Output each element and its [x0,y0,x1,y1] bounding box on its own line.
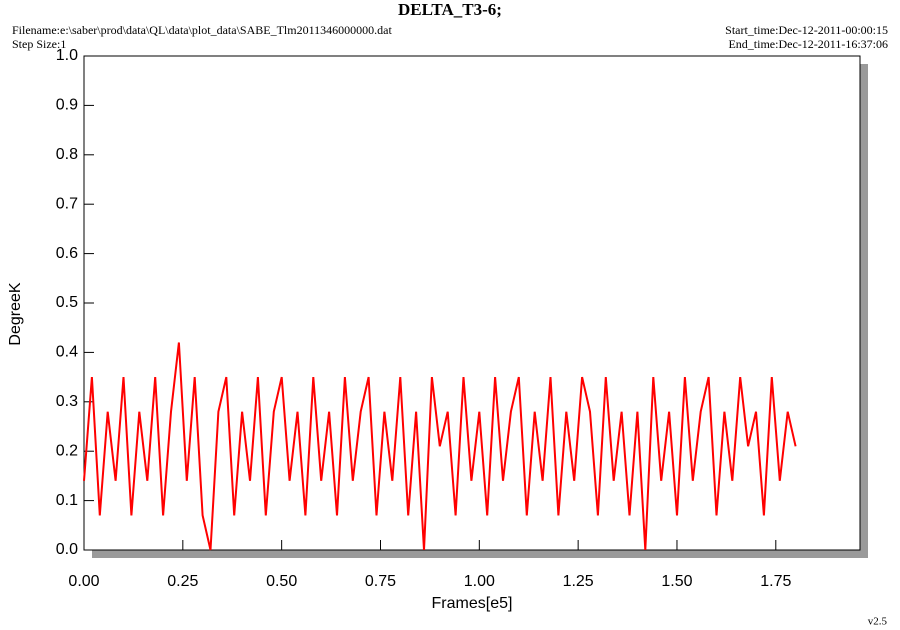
x-axis-label: Frames[e5] [432,595,513,612]
chart-title: DELTA_T3-6; [398,0,502,19]
start-time: Start_time:Dec-12-2011-00:00:15 [725,23,888,37]
y-tick-label: 0.2 [56,442,78,459]
y-tick-label: 0.6 [56,245,78,262]
y-tick-label: 1.0 [56,47,78,64]
y-tick-label: 0.1 [56,492,78,509]
y-tick-label: 0.0 [56,541,78,558]
end-time: End_time:Dec-12-2011-16:37:06 [728,37,888,51]
data-line [83,342,797,551]
x-tick-label: 0.00 [68,573,99,590]
x-tick-label: 0.75 [365,573,396,590]
y-tick-label: 0.7 [56,195,78,212]
y-tick-label: 0.8 [56,146,78,163]
y-tick-label: 0.5 [56,294,78,311]
x-tick-label: 0.50 [266,573,297,590]
y-tick-label: 0.3 [56,393,78,410]
y-axis-label: DegreeK [7,282,24,345]
x-tick-label: 1.50 [661,573,692,590]
version: v2.5 [868,616,888,628]
x-tick-label: 0.25 [167,573,198,590]
x-tick-label: 1.75 [760,573,791,590]
step-size: Step Size:1 [12,37,66,51]
x-tick-label: 1.25 [563,573,594,590]
y-tick-label: 0.4 [56,344,78,361]
x-tick-label: 1.00 [464,573,495,590]
y-tick-label: 0.9 [56,97,78,114]
filename: Filename:e:\saber\prod\data\QL\data\plot… [12,23,392,37]
